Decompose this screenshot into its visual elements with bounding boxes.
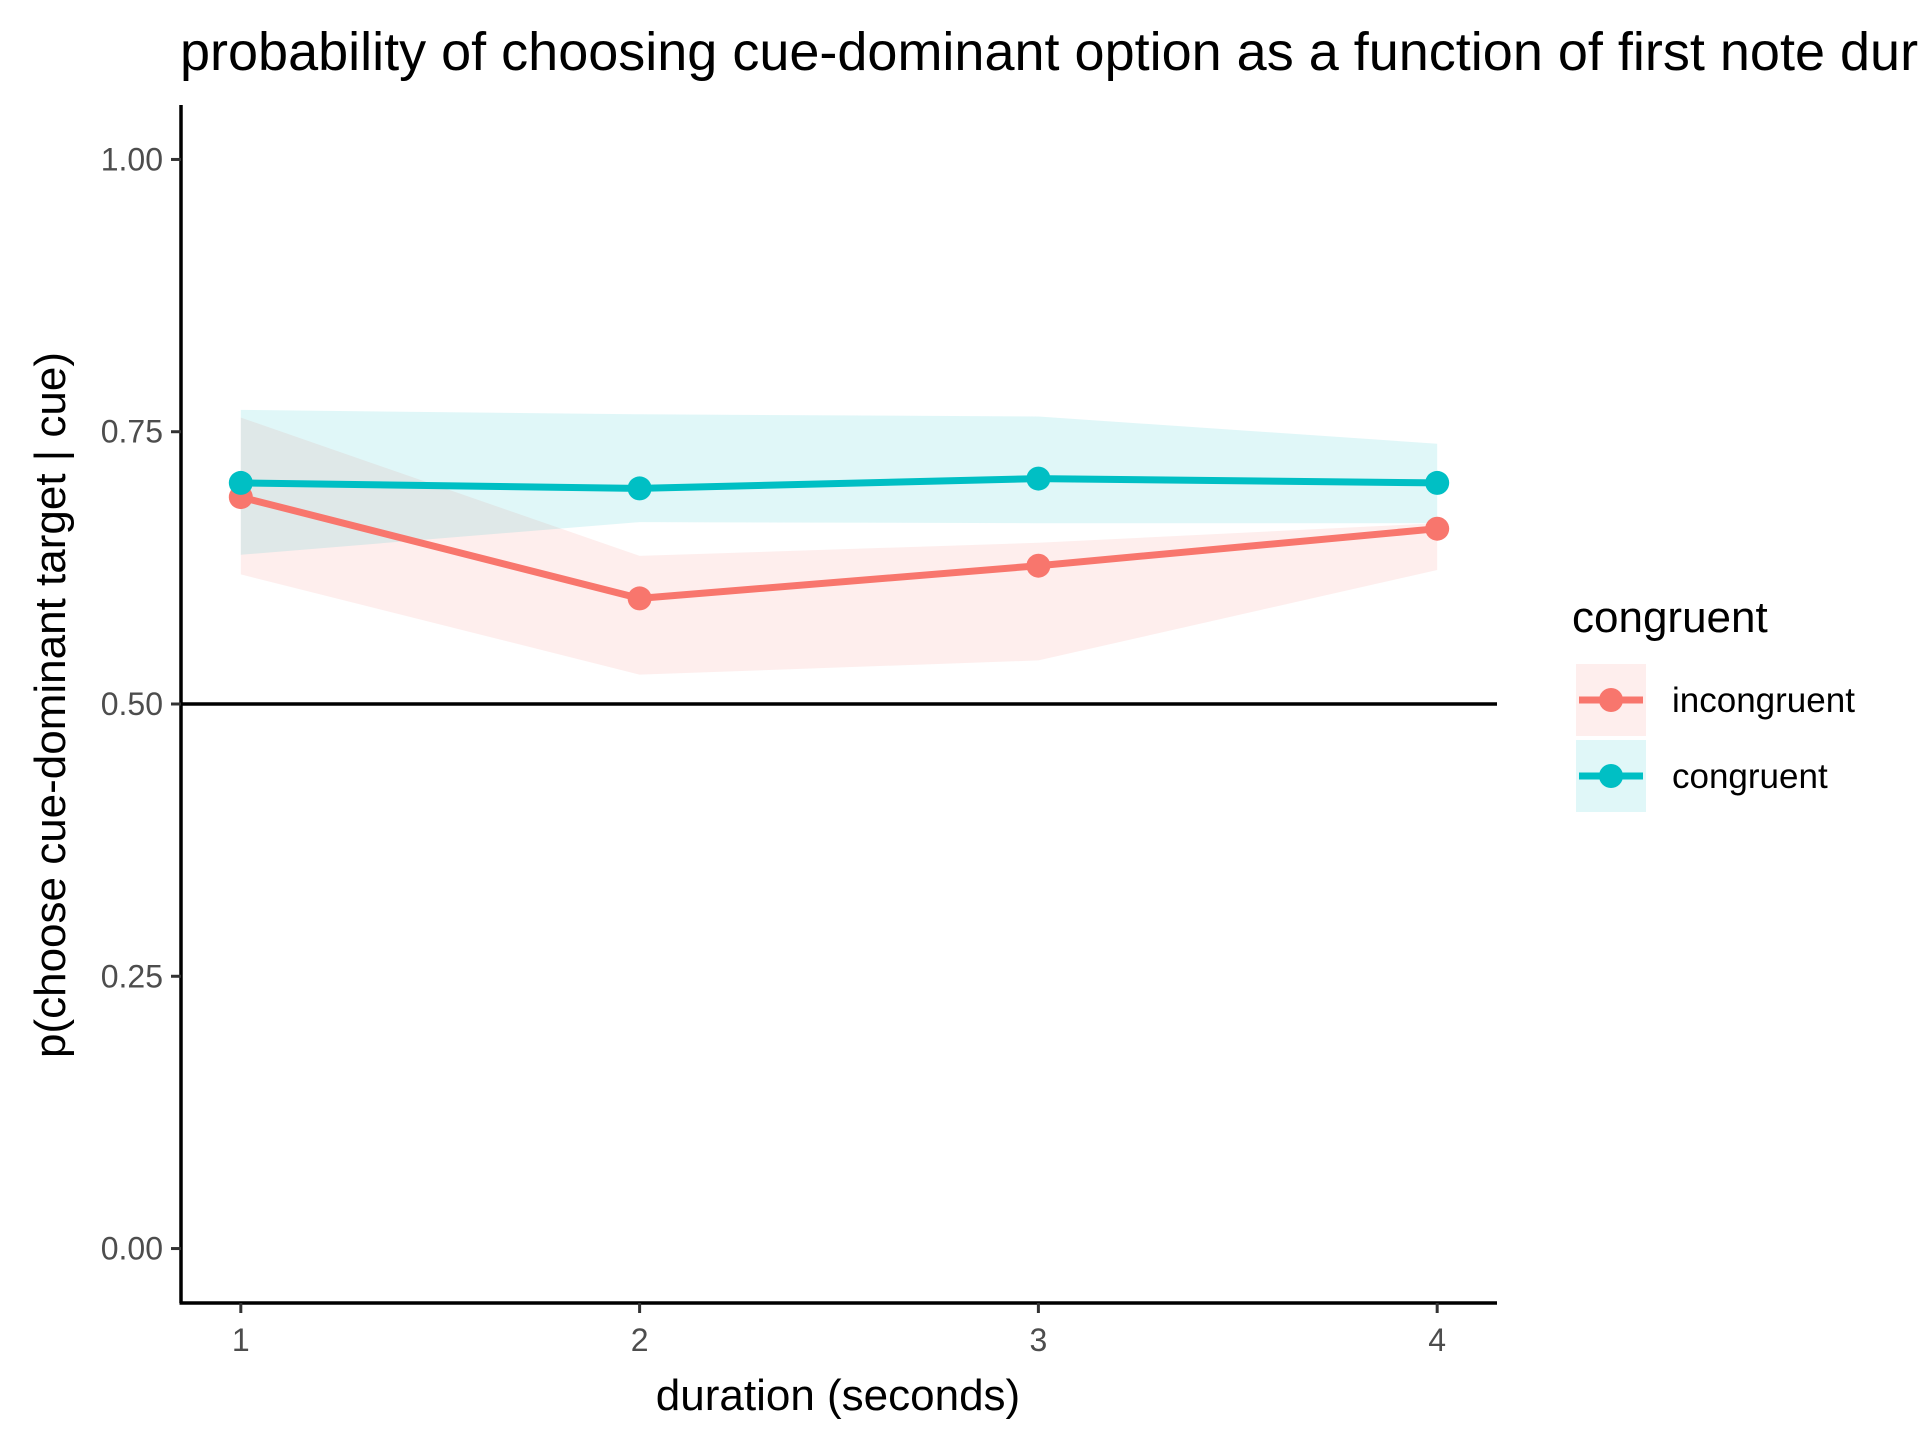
legend-keys: incongruent congruent: [1576, 664, 1855, 812]
legend-key-point-incongruent: [1599, 688, 1623, 712]
chart-title: probability of choosing cue-dominant opt…: [180, 22, 1920, 82]
x-tick-label: 3: [1029, 1322, 1047, 1358]
ribbon-incongruent: [240, 417, 1438, 675]
series-line-congruent: [240, 475, 1438, 492]
legend-label-incongruent: incongruent: [1672, 681, 1855, 720]
series-lines: [239, 475, 1438, 602]
data-point-congruent-3: [1026, 466, 1051, 491]
data-point-congruent-1: [228, 470, 253, 495]
data-point-incongruent-2: [627, 586, 652, 611]
data-point-congruent-4: [1425, 470, 1450, 495]
y-axis-title: p(choose cue-dominant target | cue): [26, 352, 75, 1058]
y-tick-label: 0.50: [101, 686, 163, 722]
y-tick-label: 0.00: [101, 1231, 163, 1267]
y-tick-label: 0.75: [101, 414, 163, 450]
x-tick-label: 1: [232, 1322, 250, 1358]
data-point-congruent-2: [627, 476, 652, 501]
data-point-incongruent-3: [1026, 553, 1051, 578]
y-tick-label: 0.25: [101, 958, 163, 994]
legend: congruent incongruent congruent: [1572, 593, 1855, 812]
x-axis-title: duration (seconds): [656, 1371, 1020, 1420]
x-tick-label: 4: [1428, 1322, 1446, 1358]
legend-key-point-congruent: [1599, 764, 1623, 788]
y-tick-label: 1.00: [101, 141, 163, 177]
data-point-incongruent-4: [1425, 516, 1450, 541]
series-points: [228, 466, 1450, 611]
x-axis-ticks: 1 2 3 4: [232, 1303, 1446, 1358]
y-axis-ticks: 0.00 0.25 0.50 0.75 1.00: [101, 141, 181, 1267]
legend-title: congruent: [1572, 593, 1768, 642]
series-line-incongruent: [239, 493, 1438, 602]
legend-label-congruent: congruent: [1672, 757, 1828, 796]
x-tick-label: 2: [631, 1322, 649, 1358]
